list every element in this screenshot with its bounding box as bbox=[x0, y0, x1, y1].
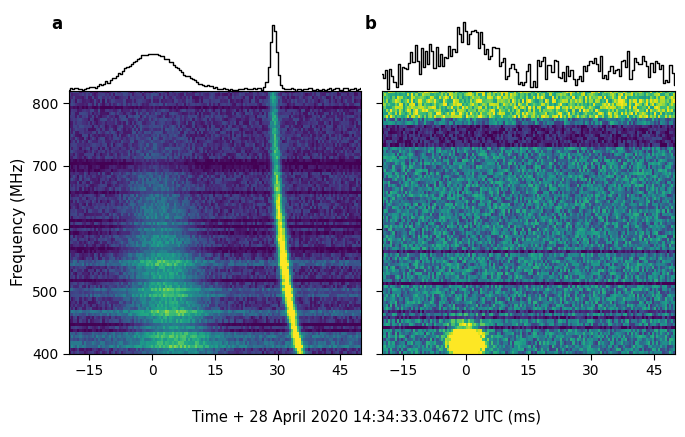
Text: b: b bbox=[364, 15, 376, 33]
Text: Time + 28 April 2020 14:34:33.04672 UTC (ms): Time + 28 April 2020 14:34:33.04672 UTC … bbox=[192, 410, 541, 425]
Y-axis label: Frequency (MHz): Frequency (MHz) bbox=[11, 158, 26, 286]
Text: a: a bbox=[51, 15, 62, 33]
